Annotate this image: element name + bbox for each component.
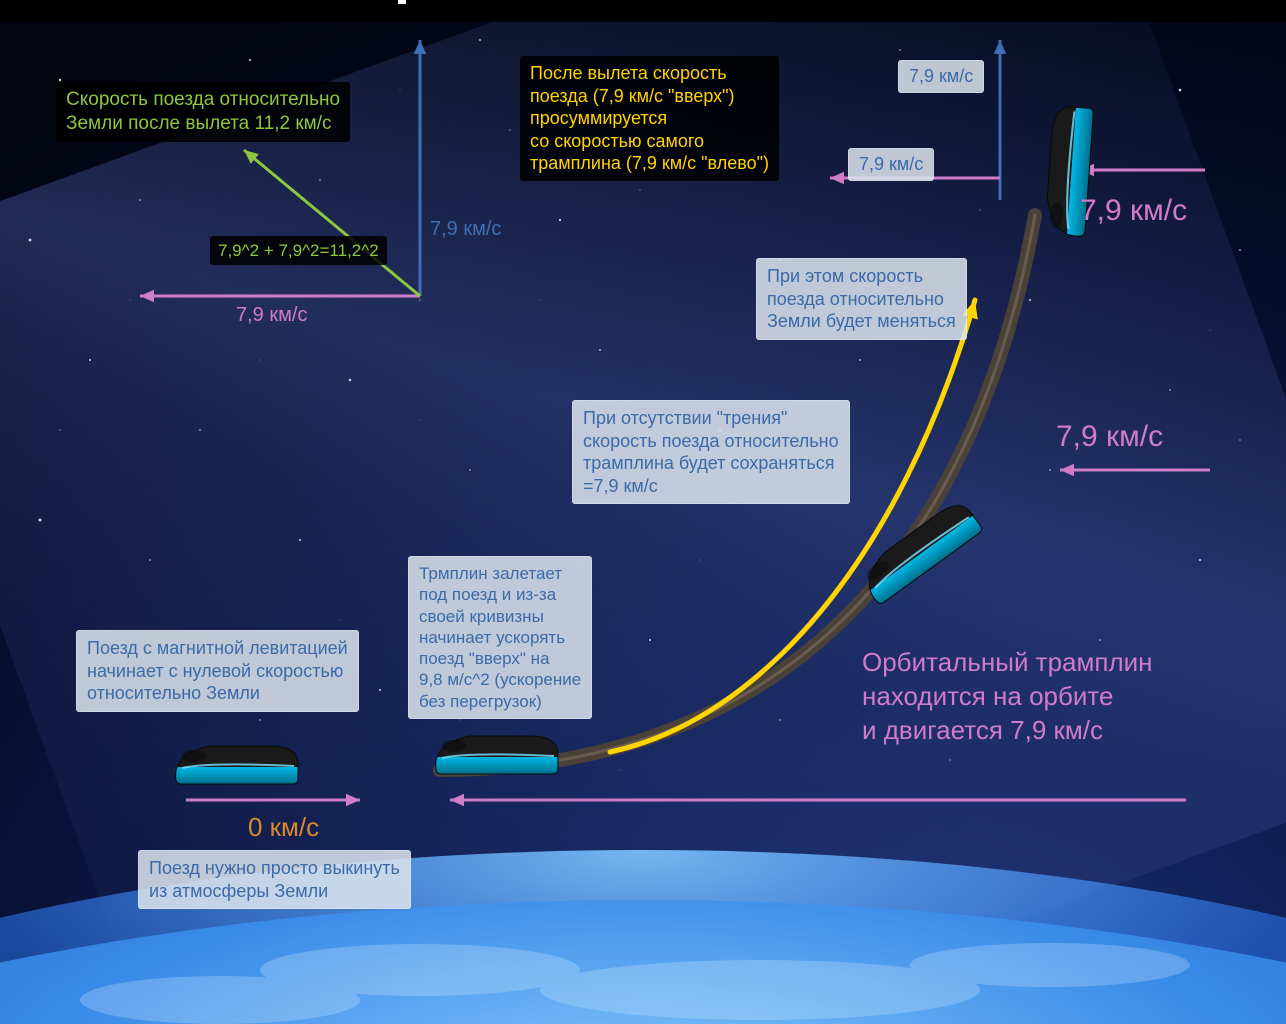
ramp-under-train-box: Трмплин залетает под поезд и из-за своей… <box>408 556 592 719</box>
arrow-ramp_long_pink <box>450 794 1186 807</box>
vec-up-label: 7,9 км/с <box>430 218 501 241</box>
maglev-start-box: Поезд с магнитной левитацией начинает с … <box>76 630 359 712</box>
arrow-zero_right <box>186 794 360 807</box>
speed-conserved-box: При отсутствии "трения" скорость поезда … <box>572 400 850 504</box>
speed-changing-box: При этом скорость поезда относительно Зе… <box>756 258 967 340</box>
arrow-vec_up_blue <box>414 40 427 296</box>
top-vertical-speed-box: 7,9 км/с <box>898 60 984 93</box>
train-on-ramp-bottom <box>430 730 560 776</box>
arrow-vec_left_pink <box>140 290 420 303</box>
velocity-sum-box: После вылета скорость поезда (7,9 км/с "… <box>520 56 779 181</box>
arrow-tr_right_pink <box>1080 164 1205 177</box>
arrow-vec_green <box>240 145 420 296</box>
orbital-ramp-desc: Орбитальный трамплин находится на орбите… <box>862 646 1153 747</box>
big-pink-label-mid: 7,9 км/с <box>1056 420 1163 454</box>
train-start <box>170 740 300 786</box>
throw-from-atmosphere-box: Поезд нужно просто выкинуть из атмосферы… <box>138 850 411 909</box>
top-horizontal-speed-box: 7,9 км/с <box>848 148 934 181</box>
pythagoras-box: 7,9^2 + 7,9^2=11,2^2 <box>210 236 387 265</box>
vec-left-label: 7,9 км/с <box>236 304 307 327</box>
zero-speed-label: 0 км/с <box>248 812 319 843</box>
arrow-mid_right_pink <box>1060 464 1210 477</box>
arrow-tr_up_blue <box>994 40 1007 200</box>
result-velocity-box: Скорость поезда относительно Земли после… <box>56 82 350 142</box>
big-pink-label-top: 7,9 км/с <box>1080 194 1187 228</box>
